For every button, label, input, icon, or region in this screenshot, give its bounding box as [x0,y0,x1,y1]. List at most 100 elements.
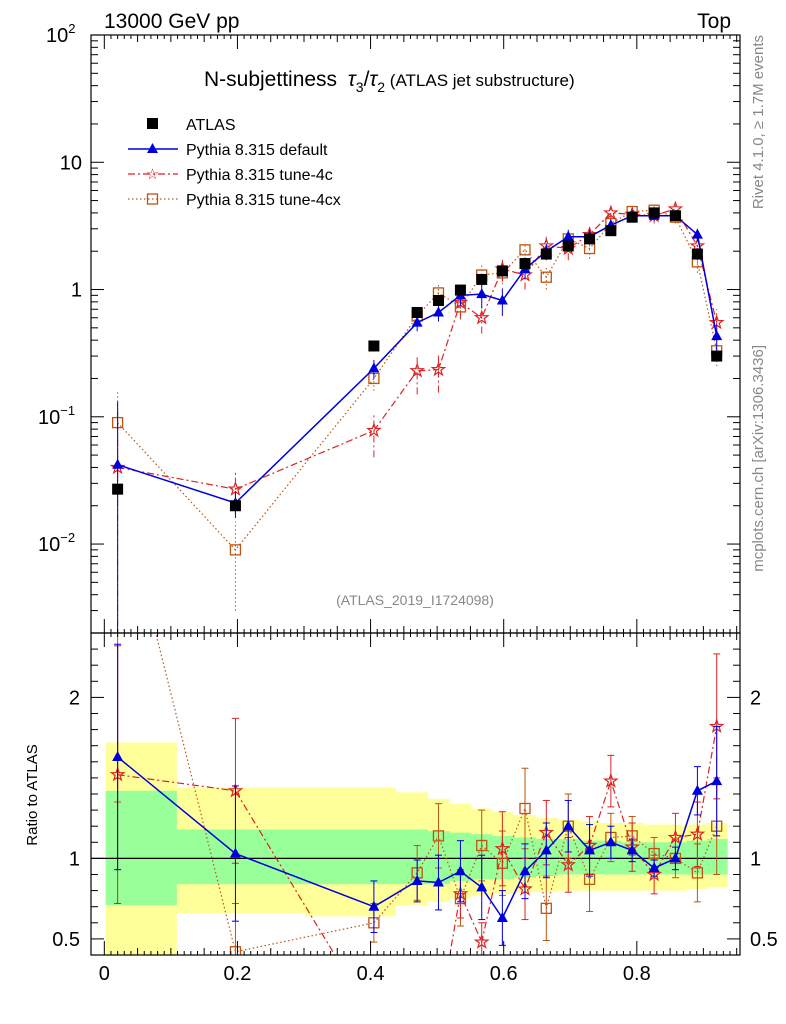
ratio-point-tune4c-6 [473,933,490,949]
ratio-point-tune4cx-16 [691,867,704,879]
series-line-tune4c [117,208,718,490]
point-default-17 [711,330,723,341]
point-atlas-0 [112,483,124,495]
legend-entry-default: Pythia 8.315 default [128,142,328,159]
point-atlas-15 [669,210,681,222]
point-tune4cx-8 [519,244,531,256]
ratio-point-tune4c-14 [646,866,663,882]
legend-marker-tune4cx [146,193,159,205]
ratio-ytick-label-right-2: 2 [750,687,761,709]
ratio-point-default-5 [454,865,466,876]
legend-label-tune4cx: Pythia 8.315 tune-4cx [186,192,341,209]
point-atlas-8 [519,258,531,270]
point-atlas-9 [540,248,552,260]
mcplots-url-label: mcplots.cern.ch [arXiv:1306.3436] [750,345,767,572]
point-default-6 [476,288,488,299]
point-default-7 [496,294,508,305]
ratio-point-tune4c-3 [411,1013,423,1024]
point-tune4c-16 [689,237,706,253]
point-tune4c-6 [473,309,490,325]
legend-label-default: Pythia 8.315 default [186,142,328,159]
ratio-point-tune4c-15 [667,829,684,845]
legend-entry-atlas: ATLAS [147,117,236,134]
ratio-ytick-label-left-2: 2 [69,687,80,709]
point-atlas-3 [411,306,423,318]
ratio-point-tune4c-12 [602,772,619,788]
title-slash: / [364,68,370,91]
title-sub2: 2 [377,79,385,95]
point-atlas-4 [432,294,444,306]
band-inner-17 [707,839,728,875]
ratio-point-default-2 [368,900,380,911]
ratio-point-default-12 [605,836,617,847]
ratio-point-tune4cx-9 [540,902,552,914]
point-tune4c-4 [430,361,447,377]
band-inner-16 [686,840,708,875]
point-atlas-17 [711,350,723,362]
ratio-point-default-1 [229,847,241,858]
ratio-ytick-label-left-0: 0.5 [52,929,80,951]
ratio-point-tune4cx-6 [476,839,488,852]
xtick-label-4: 0.8 [623,963,651,985]
point-atlas-14 [648,207,660,219]
analysis-watermark: (ATLAS_2019_I1724098) [336,592,494,608]
ratio-point-default-3 [411,874,423,885]
point-tune4cx-9 [540,271,552,283]
legend-label-tune4c: Pythia 8.315 tune-4c [186,167,333,184]
band-inner-0 [105,790,177,906]
xtick-label-3: 0.6 [490,963,518,985]
ratio-point-default-16 [691,784,703,795]
header-left: 13000 GeV pp [104,10,239,33]
point-default-2 [368,362,380,373]
point-default-4 [432,306,444,317]
series-atlas [112,207,723,512]
header-right: Top [697,10,731,33]
main-ytick-label-0: 102 [46,21,75,47]
main-ytick-label-4: 10−2 [38,530,75,556]
ratio-point-tune4cx-8 [519,802,531,815]
ratio-point-default-11 [584,844,596,855]
point-tune4c-12 [602,204,619,220]
legend-marker-atlas [147,118,158,129]
ratio-point-tune4c-16 [689,825,706,841]
main-ytick-label-1: 10 [60,152,82,174]
main-ytick-label-2: 1 [71,280,82,302]
ratio-point-default-10 [562,820,574,831]
ratio-line-default [117,756,718,920]
point-atlas-1 [229,500,241,512]
title-text: N-subjettiness [204,68,337,91]
title-tau2: τ [369,68,378,91]
series-tune4cx [111,204,723,611]
point-atlas-12 [605,225,617,237]
ratio-point-default-7 [496,911,508,922]
ratio-point-tune4cx-4 [432,830,445,842]
point-default-10 [562,230,574,241]
point-atlas-5 [454,284,466,296]
point-default-16 [691,228,703,239]
ratio-point-tune4c-7 [494,840,511,856]
ratio-point-default-9 [540,844,552,855]
point-atlas-13 [626,211,638,223]
plot-title: N-subjettiness τ3/τ2 (ATLAS jet substruc… [204,68,575,95]
series-line-tune4cx [117,209,718,551]
ratio-point-default-0 [112,750,124,761]
point-default-3 [411,316,423,327]
legend-marker-tune4c: ☆ [146,166,159,183]
ratio-point-tune4c-4 [432,1013,444,1024]
band-inner-1 [176,829,305,885]
legend-entry-tune4c: ☆ Pythia 8.315 tune-4c [128,166,333,184]
main-ytick-label-3: 10−1 [38,403,75,429]
svg-text:N-subjettiness τ3/τ2 (AT: N-subjettiness τ3/τ2 (ATLAS jet substruc… [204,68,575,95]
legend-entry-tune4cx: Pythia 8.315 tune-4cx [128,192,341,209]
ratio-panel-series [109,633,725,1024]
point-tune4cx-1 [229,544,242,556]
ratio-point-default-15 [669,852,681,863]
legend-label-atlas: ATLAS [186,117,236,134]
point-atlas-6 [476,273,488,285]
ratio-point-default-4 [432,876,444,887]
point-atlas-7 [496,265,508,277]
ratio-point-default-8 [519,865,531,876]
title-sub3: 3 [356,79,364,95]
xtick-label-1: 0.2 [224,963,252,985]
point-atlas-2 [368,340,380,352]
